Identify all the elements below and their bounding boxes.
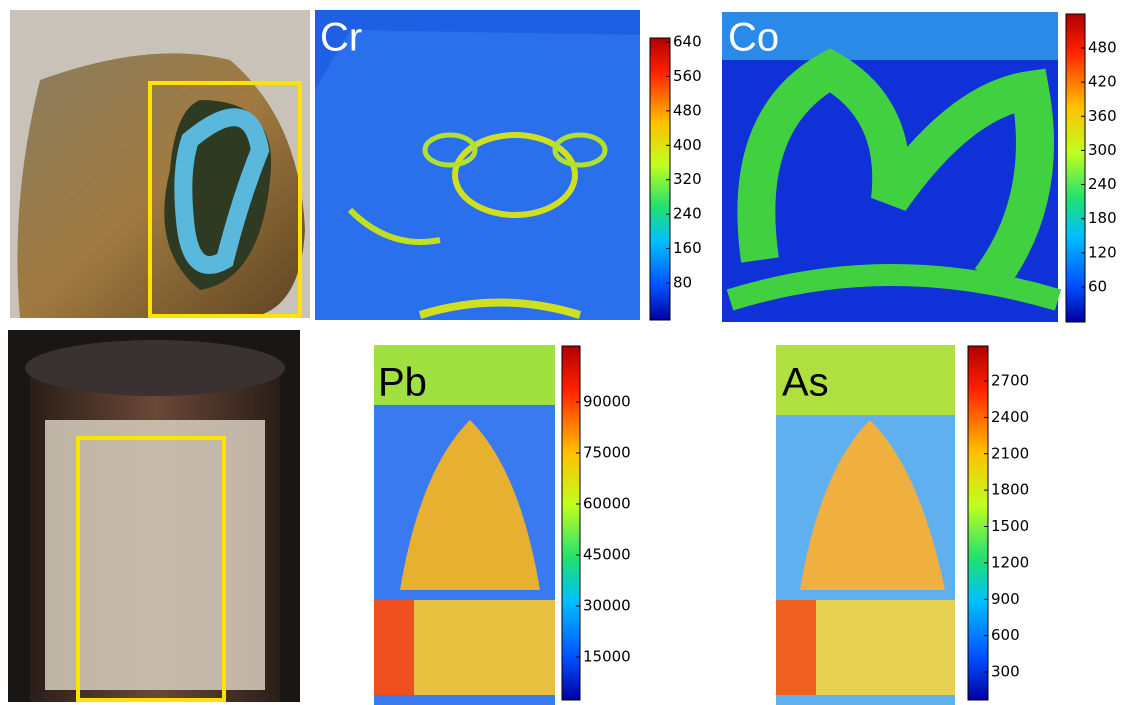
element-label: As [782, 361, 829, 405]
colorbar-tick-label: 640 [673, 33, 702, 51]
colorbar-tick-label: 900 [991, 590, 1020, 608]
element-label: Co [728, 16, 779, 60]
element-label: Cr [320, 16, 362, 60]
colorbar-tick-label: 300 [1088, 141, 1117, 159]
colorbar-tick-label: 480 [673, 101, 702, 119]
colorbar-tick-label: 75000 [583, 444, 631, 462]
colorbar-tick-label: 120 [1088, 243, 1117, 261]
colorbar-tick-label: 300 [991, 663, 1020, 681]
colorbar [1066, 14, 1085, 322]
colorbar-tick-label: 1500 [991, 517, 1029, 535]
element-label: Pb [378, 361, 427, 405]
colorbar-tick-label: 1800 [991, 481, 1029, 499]
colorbar-tick-label: 2700 [991, 372, 1029, 390]
colorbar-tick-label: 2400 [991, 408, 1029, 426]
figure: Cr 640 560 480 400 320 240 160 80 Co 480 420 360 300 2… [0, 0, 1130, 705]
colorbar-tick-label: 480 [1088, 39, 1117, 57]
colorbar [562, 346, 580, 700]
colorbar-tick-label: 560 [673, 67, 702, 85]
colorbar-tick-label: 240 [1088, 175, 1117, 193]
photo-pyx [8, 330, 300, 702]
colorbar-tick-label: 60 [1088, 278, 1107, 296]
colorbar-tick-label: 90000 [583, 393, 631, 411]
colorbar-tick-label: 30000 [583, 597, 631, 615]
colorbar-tick-label: 600 [991, 626, 1020, 644]
colorbar-tick-label: 400 [673, 136, 702, 154]
map-cr [315, 10, 640, 320]
colorbar-tick-label: 80 [673, 274, 692, 292]
colorbar-tick-label: 1200 [991, 553, 1029, 571]
colorbar-tick-label: 160 [673, 239, 702, 257]
colorbar [968, 346, 988, 700]
colorbar-tick-label: 2100 [991, 444, 1029, 462]
colorbar-tick-label: 240 [673, 205, 702, 223]
colorbar-tick-label: 420 [1088, 73, 1117, 91]
colorbar-tick-label: 360 [1088, 107, 1117, 125]
colorbar-tick-label: 180 [1088, 209, 1117, 227]
colorbar-tick-label: 45000 [583, 546, 631, 564]
colorbar [650, 38, 670, 320]
colorbar-tick-label: 60000 [583, 495, 631, 513]
photo-vessel [10, 10, 310, 318]
colorbar-tick-label: 320 [673, 170, 702, 188]
colorbar-tick-label: 15000 [583, 648, 631, 666]
